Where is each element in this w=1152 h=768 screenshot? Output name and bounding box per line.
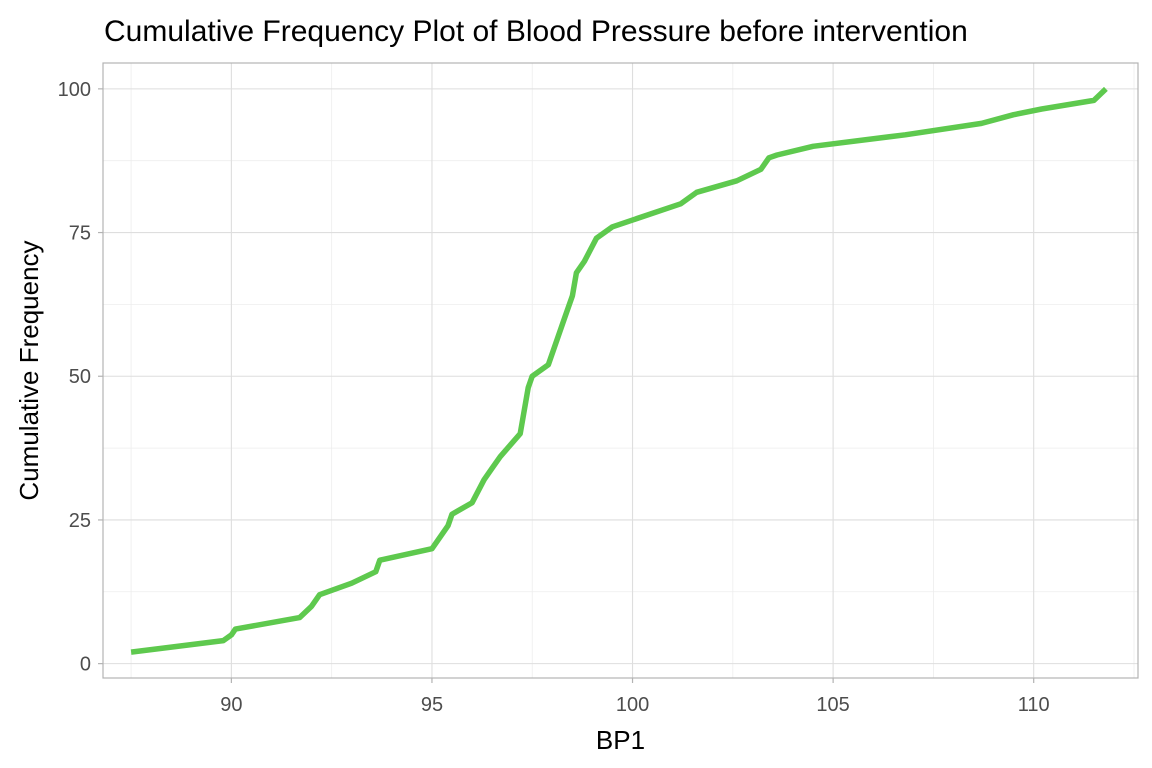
x-tick-label: 90 xyxy=(220,694,242,716)
plot-panel-border xyxy=(102,62,1139,679)
y-axis-title: Cumulative Frequency xyxy=(14,240,44,500)
major-gridlines xyxy=(103,63,1138,678)
x-axis-title: BP1 xyxy=(596,725,645,755)
series-layer xyxy=(130,86,1108,655)
x-tick-label: 100 xyxy=(616,694,649,716)
y-tick-label: 0 xyxy=(80,654,91,676)
y-tick-label: 25 xyxy=(69,510,91,532)
y-axis: 0 25 50 75 100 xyxy=(58,79,103,676)
y-tick-label: 50 xyxy=(69,366,91,388)
x-tick-label: 110 xyxy=(1018,694,1050,716)
y-tick-label: 100 xyxy=(58,79,91,101)
x-tick-label: 95 xyxy=(421,694,443,716)
minor-gridlines xyxy=(103,63,1138,678)
cumulative-frequency-line xyxy=(130,86,1108,655)
x-tick-label: 105 xyxy=(816,694,849,716)
chart-title: Cumulative Frequency Plot of Blood Press… xyxy=(104,15,968,48)
y-tick-label: 75 xyxy=(69,223,91,245)
x-axis: 90 95 100 105 110 xyxy=(220,678,1050,716)
